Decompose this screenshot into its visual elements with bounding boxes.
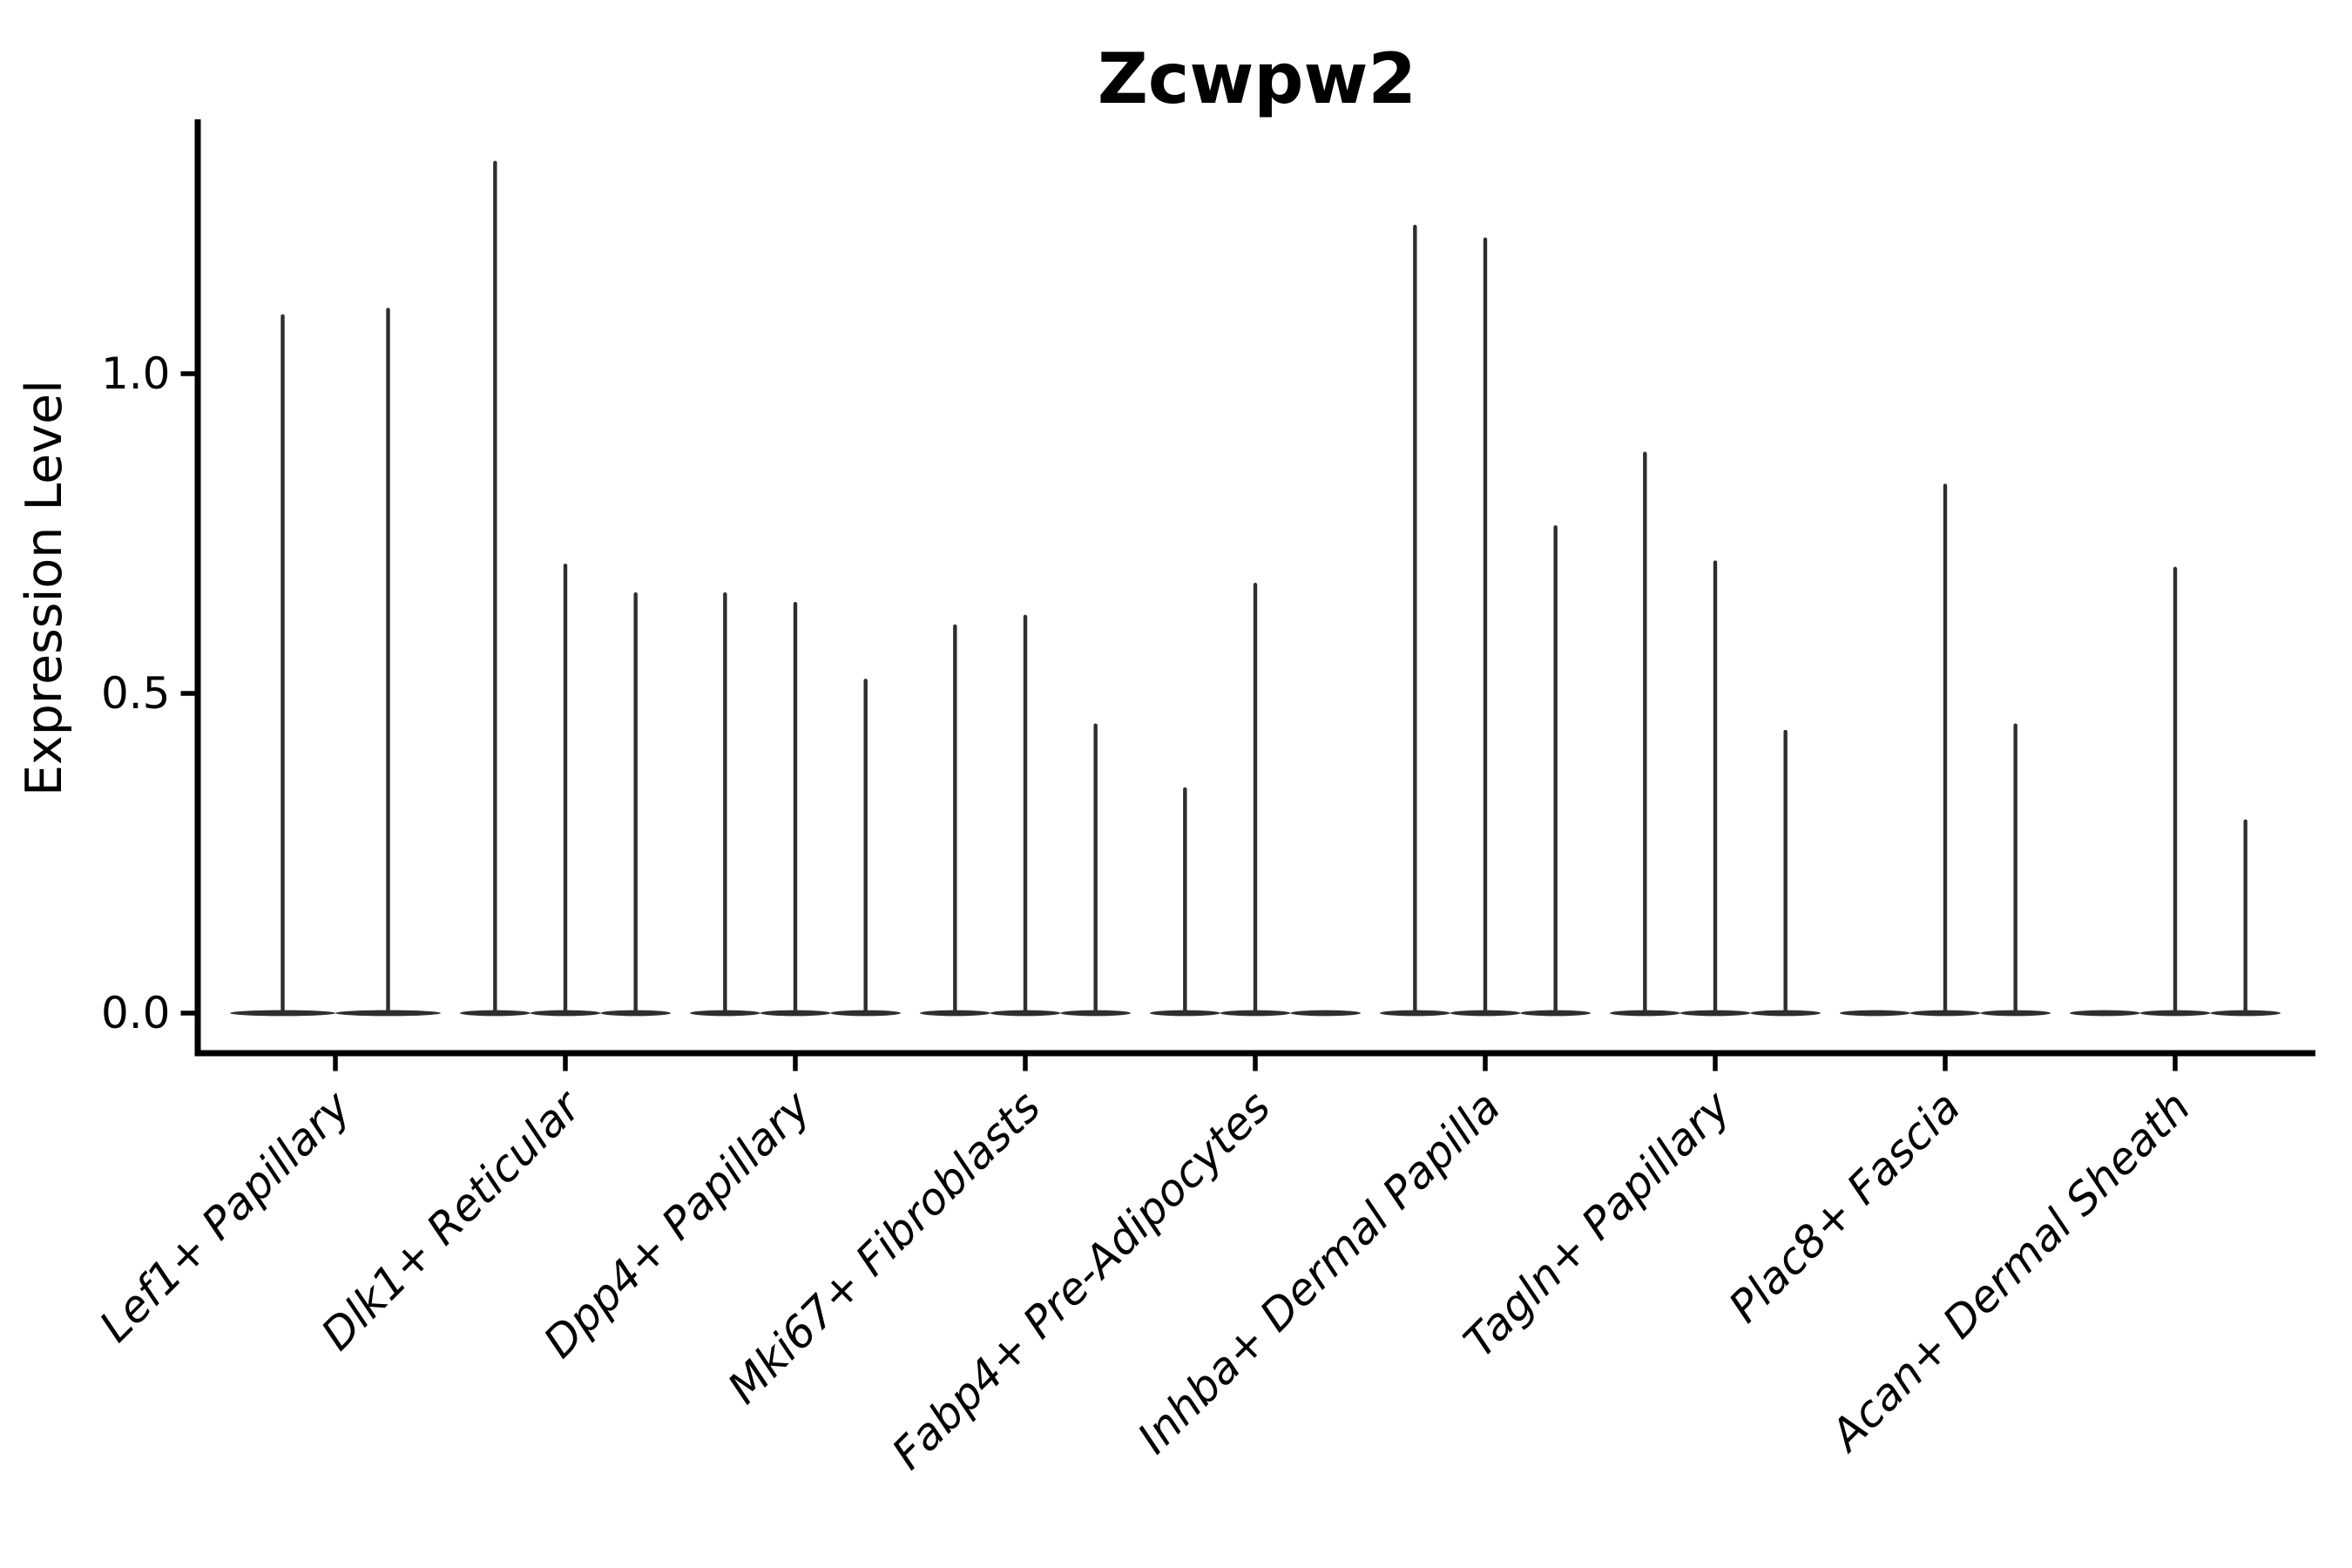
y-axis-label: Expression Level bbox=[16, 380, 73, 796]
x-category-label: Inhba+ Dermal Papilla bbox=[1128, 1081, 1510, 1463]
x-category-label: Plac8+ Fascia bbox=[1720, 1081, 1970, 1332]
chart-title: Zcwpw2 bbox=[1098, 38, 1416, 119]
x-category-label: Lef1+ Papillary bbox=[90, 1080, 361, 1351]
y-tick-label: 0.5 bbox=[101, 668, 171, 719]
y-tick-label: 1.0 bbox=[101, 348, 171, 399]
x-category-label: Fabp4+ Pre-Adipocytes bbox=[882, 1081, 1281, 1479]
violin-body-lens bbox=[2070, 1010, 2140, 1017]
y-tick-label: 0.0 bbox=[101, 988, 171, 1038]
violin-body-lens bbox=[1290, 1010, 1361, 1017]
violin-body-lens bbox=[1840, 1010, 1910, 1017]
